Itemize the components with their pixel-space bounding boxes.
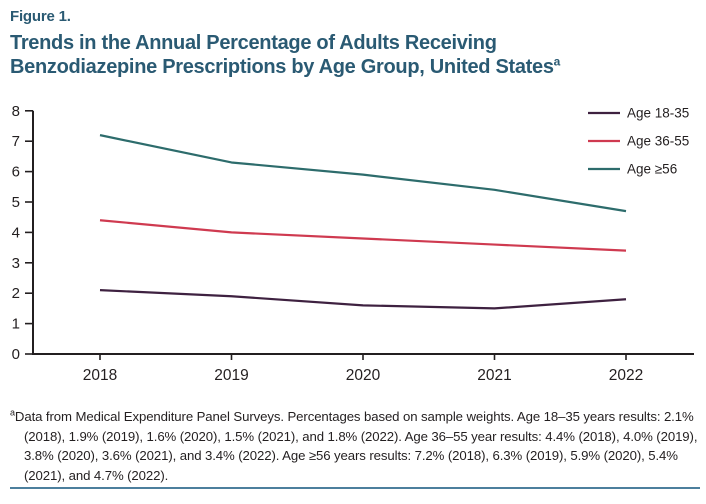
y-axis-tick-label: 1 [12, 316, 20, 333]
figure-label: Figure 1. [10, 8, 71, 25]
trend-line-chart: 0 1 2 3 4 5 6 7 8 2018 2019 2020 2021 2022 Age 18-35 Ag… [12, 103, 694, 384]
footnote-text: Data from Medical Expenditure Panel Surv… [14, 409, 698, 483]
figure-title: Trends in the Annual Percentage of Adult… [10, 31, 670, 79]
series-line-age-56 [99, 134, 627, 213]
legend-label: Age ≥56 [627, 162, 677, 177]
y-axis-tick-label: 6 [12, 164, 20, 181]
footnote-marker: a [10, 407, 15, 418]
footnote: aData from Medical Expenditure Panel Sur… [10, 407, 700, 485]
x-axis-tick-label: 2018 [83, 367, 117, 384]
y-axis-tick-label: 4 [12, 224, 20, 241]
y-axis-tick-label: 7 [12, 133, 20, 150]
series-line-age-18-35 [99, 289, 627, 310]
figure-title-line2: Benzodiazepine Prescriptions by Age Grou… [10, 56, 554, 78]
x-axis-tick-label: 2021 [477, 367, 511, 384]
y-axis-tick-label: 5 [12, 194, 20, 211]
y-axis-tick-label: 3 [12, 255, 20, 272]
figure-title-footnote-marker: a [553, 54, 561, 69]
y-axis-tick-label: 0 [12, 346, 20, 363]
figure-title-line1: Trends in the Annual Percentage of Adult… [10, 32, 497, 54]
bottom-rule-divider [10, 487, 700, 489]
legend-label: Age 18-35 [627, 106, 689, 121]
x-axis-tick-label: 2020 [346, 367, 381, 384]
series-line-age-36-55 [99, 219, 627, 252]
x-axis-tick-label: 2019 [214, 367, 248, 384]
y-axis-tick-label: 2 [12, 285, 20, 302]
y-axis-tick-label: 8 [12, 103, 20, 120]
x-axis-tick-label: 2022 [609, 367, 643, 384]
legend-label: Age 36-55 [627, 134, 689, 149]
